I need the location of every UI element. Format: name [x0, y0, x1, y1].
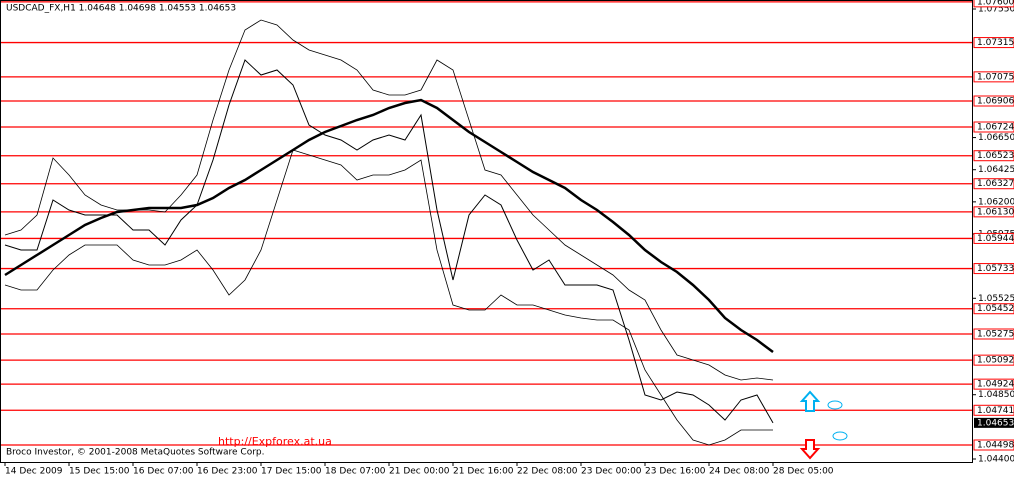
level-box [973, 232, 1014, 244]
series-line [4, 149, 773, 446]
price-label: 1.04653 [977, 418, 1014, 428]
level-label: 1.07600 [977, 0, 1014, 7]
sell-arrow [799, 439, 821, 460]
y-tick-label: 1.06650 [978, 133, 1014, 143]
level-label: 1.06327 [977, 179, 1014, 189]
series-line [4, 19, 774, 381]
x-tick-label: 21 Dec 16:00 [453, 467, 514, 477]
level-label: 1.05092 [977, 356, 1014, 366]
level-box [973, 439, 1014, 451]
level-label: 1.06724 [977, 123, 1014, 133]
level-label: 1.04924 [977, 380, 1014, 390]
x-tick-label: 23 Dec 16:00 [645, 467, 706, 477]
level-box [973, 150, 1014, 162]
level-label: 1.04498 [977, 441, 1014, 451]
level-label: 1.04741 [977, 406, 1014, 416]
copyright: Broco Investor, © 2001-2008 MetaQuotes S… [6, 448, 265, 458]
level-box [973, 378, 1014, 390]
price-box [974, 417, 1014, 428]
level-label: 1.07315 [977, 38, 1014, 48]
buy-arrow [799, 390, 821, 412]
level-box [973, 354, 1014, 366]
level-box [973, 71, 1014, 83]
x-tick-label: 15 Dec 15:00 [69, 467, 130, 477]
series-line [4, 59, 774, 424]
x-tick-label: 18 Dec 07:00 [325, 467, 386, 477]
level-label: 1.05944 [977, 234, 1014, 244]
level-box [973, 328, 1014, 340]
level-box [973, 95, 1014, 107]
x-tick-label: 21 Dec 00:00 [389, 467, 450, 477]
level-box [973, 206, 1014, 218]
x-tick-label: 23 Dec 00:00 [581, 467, 642, 477]
level-label: 1.06130 [977, 207, 1014, 217]
level-label: 1.05452 [977, 304, 1014, 314]
plot [1, 1, 972, 446]
y-tick-label: 1.06425 [978, 165, 1014, 175]
level-box [973, 263, 1014, 275]
x-tick-label: 28 Dec 05:00 [773, 467, 834, 477]
level-box [973, 178, 1014, 190]
level-box [973, 0, 1014, 8]
website: http://Expforex.at.ua [218, 435, 332, 448]
level-label: 1.05275 [977, 330, 1014, 340]
y-tick-label: 1.04400 [978, 455, 1014, 465]
y-tick-label: 1.07550 [978, 5, 1014, 15]
chart-title: USDCAD_FX,H1 1.04648 1.04698 1.04553 1.0… [6, 4, 236, 14]
x-tick-label: 16 Dec 07:00 [133, 467, 194, 477]
y-tick-label: 1.05525 [978, 294, 1014, 304]
x-tick-label: 14 Dec 2009 [5, 467, 63, 477]
x-tick-label: 17 Dec 15:00 [261, 467, 322, 477]
level-box [973, 404, 1014, 416]
y-tick-label: 1.04850 [978, 390, 1014, 400]
y-tick-label: 1.06200 [978, 197, 1014, 207]
level-label: 1.07075 [977, 72, 1014, 82]
level-label: 1.06523 [977, 151, 1014, 161]
level-label: 1.06906 [977, 97, 1014, 107]
level-label: 1.05733 [977, 264, 1014, 274]
level-box [973, 303, 1014, 315]
x-tick-label: 24 Dec 08:00 [709, 467, 770, 477]
plot-frame [0, 0, 973, 463]
hand-icon [827, 400, 848, 441]
level-box [973, 37, 1014, 49]
x-tick-label: 22 Dec 08:00 [517, 467, 578, 477]
level-box [973, 121, 1014, 133]
x-tick-label: 16 Dec 23:00 [197, 467, 258, 477]
